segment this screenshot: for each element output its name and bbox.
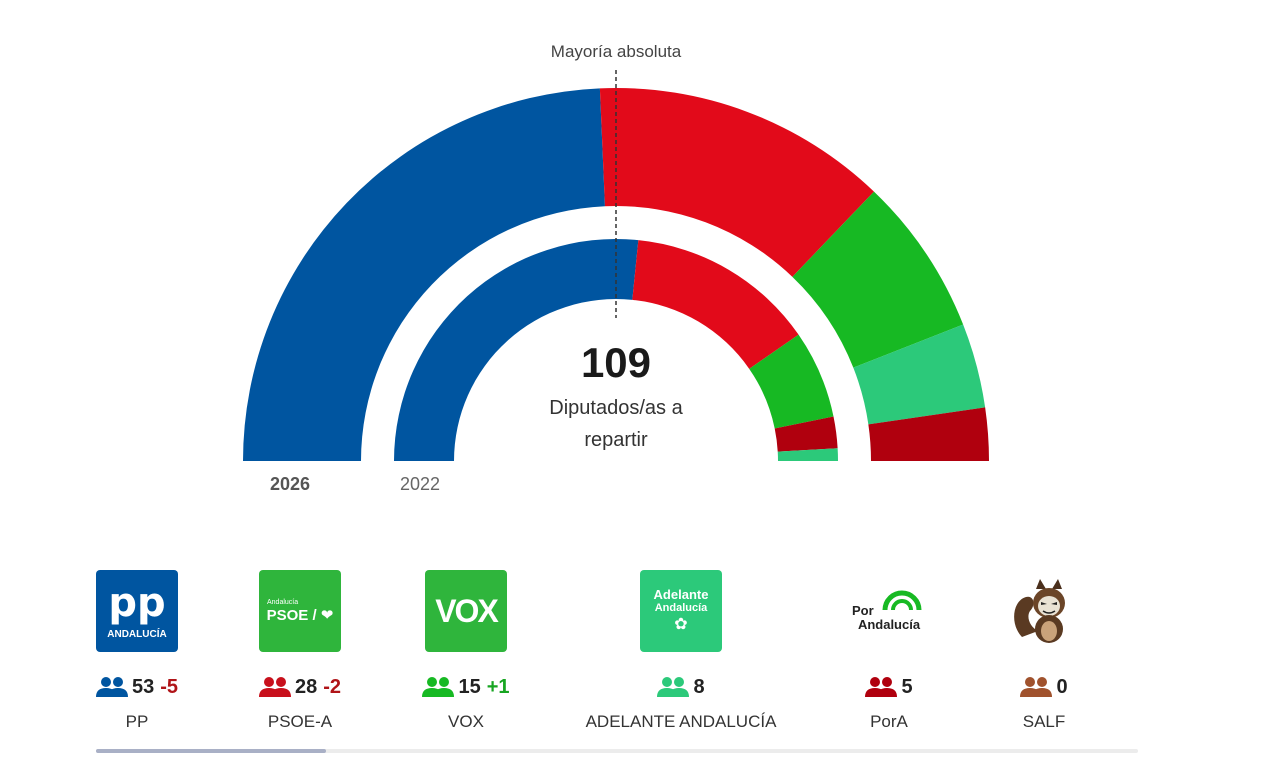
pora-logo-sub: Andalucía [857,617,921,632]
psoe-logo-sub: Andalucía [267,598,299,606]
seat-arc-2026-vox[interactable] [792,191,964,368]
pp-name: PP [125,712,149,731]
flower-icon: ✿ [674,615,688,633]
pora-logo-text: Por [852,603,874,618]
salf-seats: 0 [1056,675,1068,698]
people-icon [1020,677,1053,697]
vox-name: VOX [448,712,484,731]
party-card-pp[interactable]: pp ANDALUCÍA 53 -5 PP [37,570,237,732]
pora-seats: 5 [901,675,913,698]
psoe-seats: 28 [294,675,318,698]
adelante-seats: 8 [693,675,705,698]
total-seats-block: 109 Diputados/as a repartir [500,338,732,456]
pora-logo-icon: Por Andalucía [848,570,930,652]
horizontal-scrollbar[interactable] [96,749,1138,753]
total-caption: Diputados/as a repartir [549,397,683,451]
party-card-psoe[interactable]: Andalucía PSOE / ❤ 28 -2 PSOE-A [200,570,400,732]
seat-arc-2022-pp[interactable] [394,238,639,461]
year-label-2022: 2022 [400,474,441,494]
adelante-name: ADELANTE ANDALUCÍA [585,712,777,731]
adelante-logo-text: Adelante [653,586,709,602]
adelante-seats-row: 8 [657,672,705,702]
ring-2022 [394,238,838,461]
pp-diff: -5 [160,675,179,698]
vox-diff: +1 [486,675,510,698]
seat-arc-2022-psoe-a[interactable] [632,240,799,369]
salf-name: SALF [1022,712,1066,731]
hemicycle-chart [243,70,989,461]
seat-arc-2026-psoe-a[interactable] [599,88,874,277]
seat-arc-2022-vox[interactable] [749,334,834,429]
party-card-vox[interactable]: VOX 15 +1 VOX [366,570,566,732]
people-icon [657,677,690,697]
vox-logo-text: VOX [435,592,499,629]
adelante-logo-sub: Andalucía [654,601,708,614]
people-icon [422,677,455,697]
psoe-diff: -2 [323,675,342,698]
year-label-2026: 2026 [270,474,311,494]
vox-logo-icon: VOX [425,570,507,652]
pp-logo-text: pp [108,579,166,626]
scrollbar-thumb[interactable] [96,749,326,753]
arch-icon [882,590,922,610]
seat-arc-2022-adelante-andalucia[interactable] [777,448,838,461]
seat-arc-2022-pora[interactable] [774,416,838,452]
seat-arc-2026-adelante-andalucia[interactable] [853,324,986,425]
psoe-logo-icon: Andalucía PSOE / ❤ [259,570,341,652]
pp-logo-sub: ANDALUCÍA [107,628,167,640]
pora-name: PorA [870,712,908,731]
pp-logo-icon: pp ANDALUCÍA [96,570,178,652]
people-icon [258,677,291,697]
psoe-seats-row: 28 -2 [258,672,342,702]
people-icon [865,677,898,697]
pp-seats-row: 53 -5 [95,672,179,702]
adelante-logo-icon: Adelante Andalucía ✿ [640,570,722,652]
people-icon [95,677,128,697]
ring-2026 [243,88,989,461]
squirrel-icon [1014,579,1065,643]
party-card-pora[interactable]: Por Andalucía 5 PorA [789,570,989,732]
pp-seats: 53 [131,675,155,698]
vox-seats: 15 [458,675,481,698]
psoe-logo-text: PSOE / ❤ [266,606,334,624]
party-card-adelante[interactable]: Adelante Andalucía ✿ 8 ADELANTE ANDALUCÍ… [581,570,781,732]
seat-arc-2026-pp[interactable] [243,88,605,461]
majority-label: Mayoría absoluta [550,42,682,61]
psoe-name: PSOE-A [267,712,333,731]
party-card-salf[interactable]: 0 SALF [944,570,1144,732]
squirrel-logo-icon [1003,570,1085,652]
vox-seats-row: 15 +1 [422,672,510,702]
total-seats: 109 [580,339,652,386]
seat-arc-2026-pora[interactable] [868,407,989,461]
pora-seats-row: 5 [865,672,913,702]
salf-seats-row: 0 [1020,672,1068,702]
